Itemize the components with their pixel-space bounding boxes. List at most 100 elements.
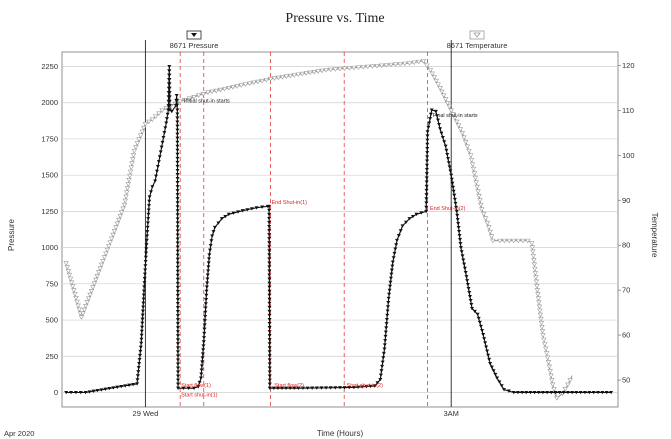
pressure-point	[384, 322, 389, 326]
temperature-point	[562, 387, 568, 392]
pressure-point	[267, 386, 272, 390]
temperature-point	[122, 198, 129, 204]
temperature-point	[108, 236, 115, 242]
pressure-point	[175, 172, 180, 177]
pressure-point	[520, 391, 525, 395]
pressure-point	[111, 386, 116, 390]
pressure-point	[381, 351, 386, 356]
temperature-point	[275, 75, 282, 81]
pressure-point	[267, 249, 272, 253]
pressure-point	[486, 353, 491, 358]
pressure-point	[142, 285, 147, 289]
pressure-point	[394, 243, 399, 247]
pressure-point	[201, 340, 206, 344]
temperature-point	[94, 274, 100, 279]
legend-temperature[interactable]: 8671 Temperature	[447, 30, 508, 50]
pressure-point	[267, 208, 272, 213]
pressure-point	[424, 205, 429, 209]
pressure-point	[236, 210, 241, 214]
pressure-point	[203, 306, 208, 310]
temperature-point	[397, 62, 403, 67]
pressure-point	[267, 237, 272, 241]
temperature-point	[524, 238, 531, 244]
pressure-point	[478, 324, 483, 329]
pressure-point	[319, 386, 324, 390]
pressure-point	[200, 352, 205, 356]
pressure-point	[137, 362, 142, 366]
pressure-point	[219, 217, 224, 221]
temperature-point	[536, 304, 543, 310]
pressure-point	[459, 250, 464, 254]
pressure-point	[167, 95, 172, 99]
pressure-point	[175, 201, 180, 205]
pressure-point	[139, 337, 144, 342]
temperature-point	[480, 211, 487, 217]
pressure-point	[389, 272, 394, 276]
pressure-point	[267, 285, 272, 289]
temperature-point	[271, 76, 278, 81]
annotation-label: End Shut-in(2)	[430, 206, 466, 212]
pressure-point	[553, 391, 558, 395]
pressure-point	[140, 313, 145, 317]
pressure-point	[204, 285, 209, 289]
pressure-point	[267, 289, 272, 293]
pressure-point	[467, 291, 472, 295]
pressure-point	[383, 334, 388, 339]
pressure-point	[163, 126, 168, 130]
pressure-point	[267, 338, 272, 342]
pressure-point	[368, 384, 373, 389]
pressure-point	[160, 140, 165, 145]
pressure-point	[103, 387, 108, 391]
temperature-point	[311, 70, 317, 75]
temperature-point	[117, 214, 123, 219]
temperature-point	[127, 169, 134, 175]
temperature-point	[383, 63, 390, 68]
pressure-point	[167, 73, 172, 77]
pressure-point	[433, 109, 438, 114]
pressure-point	[175, 148, 180, 153]
temperature-cursor-marker[interactable]	[469, 30, 485, 40]
y-tick-label: 2000	[41, 98, 58, 107]
pressure-point	[175, 326, 180, 330]
temperature-point	[128, 165, 135, 171]
pressure-point	[203, 310, 208, 315]
pressure-point	[141, 301, 146, 305]
pressure-point	[226, 212, 231, 217]
temperature-point	[474, 184, 480, 190]
pressure-point	[144, 238, 149, 243]
y-tick-label: 250	[45, 352, 58, 361]
temperature-point	[484, 220, 491, 226]
pressure-point	[382, 343, 387, 347]
pressure-point	[385, 305, 390, 309]
pressure-point	[506, 389, 511, 393]
temperature-point	[535, 296, 542, 301]
pressure-point	[440, 135, 445, 140]
pressure-point	[175, 273, 180, 278]
temperature-point	[355, 65, 362, 70]
pressure-point	[175, 310, 180, 314]
pressure-point	[328, 386, 333, 390]
pressure-point	[206, 265, 211, 269]
temperature-point	[106, 244, 112, 249]
pressure-point	[424, 167, 429, 172]
y-tick-label: 500	[45, 316, 58, 325]
pressure-point	[167, 86, 172, 91]
cursor-lines[interactable]	[144, 40, 452, 407]
pressure-point	[176, 370, 181, 374]
pressure-point	[384, 317, 389, 322]
temperature-point	[295, 72, 302, 78]
y2-tick-label: 100	[622, 151, 635, 160]
pressure-point	[424, 201, 429, 205]
pressure-point	[453, 201, 458, 206]
pressure-point	[155, 164, 160, 169]
pressure-point	[143, 255, 148, 260]
temperature-point	[533, 275, 539, 280]
pressure-point	[381, 356, 386, 360]
temperature-point	[450, 112, 456, 117]
pressure-point	[138, 349, 143, 354]
pressure-point	[175, 213, 180, 217]
legend-pressure[interactable]: 8671 Pressure	[170, 30, 219, 50]
pressure-point	[175, 103, 180, 107]
pressure-point	[175, 354, 180, 358]
pressure-point	[167, 99, 172, 104]
